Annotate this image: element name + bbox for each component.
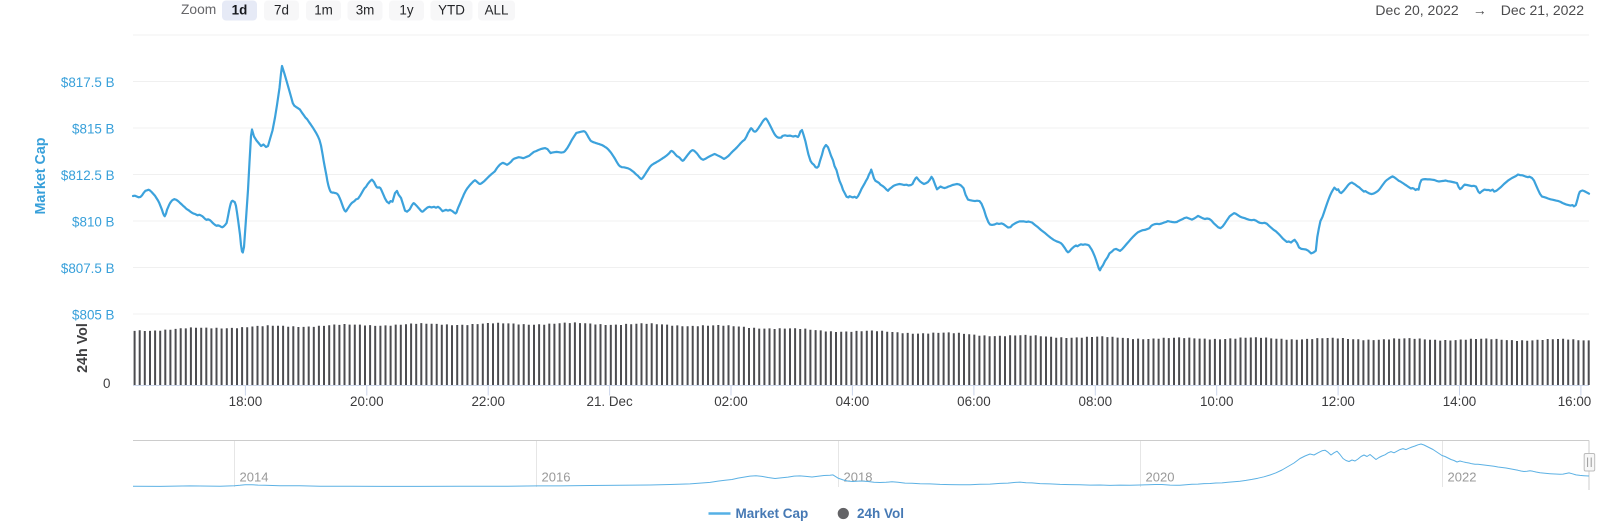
svg-text:$812.5 B: $812.5 B bbox=[61, 168, 115, 183]
svg-text:08:00: 08:00 bbox=[1079, 394, 1113, 409]
svg-text:$805 B: $805 B bbox=[72, 308, 115, 323]
svg-text:$817.5 B: $817.5 B bbox=[61, 75, 115, 90]
svg-text:$807.5 B: $807.5 B bbox=[61, 261, 115, 276]
svg-text:YTD: YTD bbox=[438, 3, 465, 18]
svg-text:20:00: 20:00 bbox=[350, 394, 384, 409]
svg-text:12:00: 12:00 bbox=[1321, 394, 1355, 409]
svg-text:$815 B: $815 B bbox=[72, 122, 115, 137]
svg-text:1y: 1y bbox=[399, 3, 413, 18]
svg-text:04:00: 04:00 bbox=[836, 394, 870, 409]
svg-text:ALL: ALL bbox=[485, 3, 509, 18]
svg-text:3m: 3m bbox=[356, 3, 375, 18]
svg-text:2016: 2016 bbox=[542, 470, 571, 485]
svg-text:22:00: 22:00 bbox=[471, 394, 505, 409]
svg-text:2018: 2018 bbox=[844, 470, 873, 485]
svg-text:Market Cap: Market Cap bbox=[736, 506, 809, 521]
svg-text:0: 0 bbox=[103, 376, 110, 391]
svg-text:$810 B: $810 B bbox=[72, 215, 115, 230]
svg-text:06:00: 06:00 bbox=[957, 394, 991, 409]
svg-text:2022: 2022 bbox=[1448, 470, 1477, 485]
svg-text:1m: 1m bbox=[314, 3, 333, 18]
svg-text:02:00: 02:00 bbox=[714, 394, 748, 409]
svg-text:21. Dec: 21. Dec bbox=[587, 394, 633, 409]
svg-text:24h Vol: 24h Vol bbox=[75, 323, 91, 373]
svg-text:2014: 2014 bbox=[240, 470, 269, 485]
svg-text:18:00: 18:00 bbox=[229, 394, 263, 409]
svg-text:1d: 1d bbox=[232, 3, 248, 18]
svg-text:Zoom: Zoom bbox=[181, 2, 216, 17]
svg-text:Dec 20, 2022 → Dec 21, 2: Dec 20, 2022 → Dec 21, 2022 bbox=[1375, 2, 1584, 18]
svg-text:24h Vol: 24h Vol bbox=[857, 506, 904, 521]
svg-text:16:00: 16:00 bbox=[1558, 394, 1592, 409]
svg-text:Market Cap: Market Cap bbox=[33, 137, 49, 214]
svg-text:2020: 2020 bbox=[1146, 470, 1175, 485]
svg-text:7d: 7d bbox=[274, 3, 289, 18]
svg-text:10:00: 10:00 bbox=[1200, 394, 1234, 409]
svg-text:14:00: 14:00 bbox=[1443, 394, 1477, 409]
